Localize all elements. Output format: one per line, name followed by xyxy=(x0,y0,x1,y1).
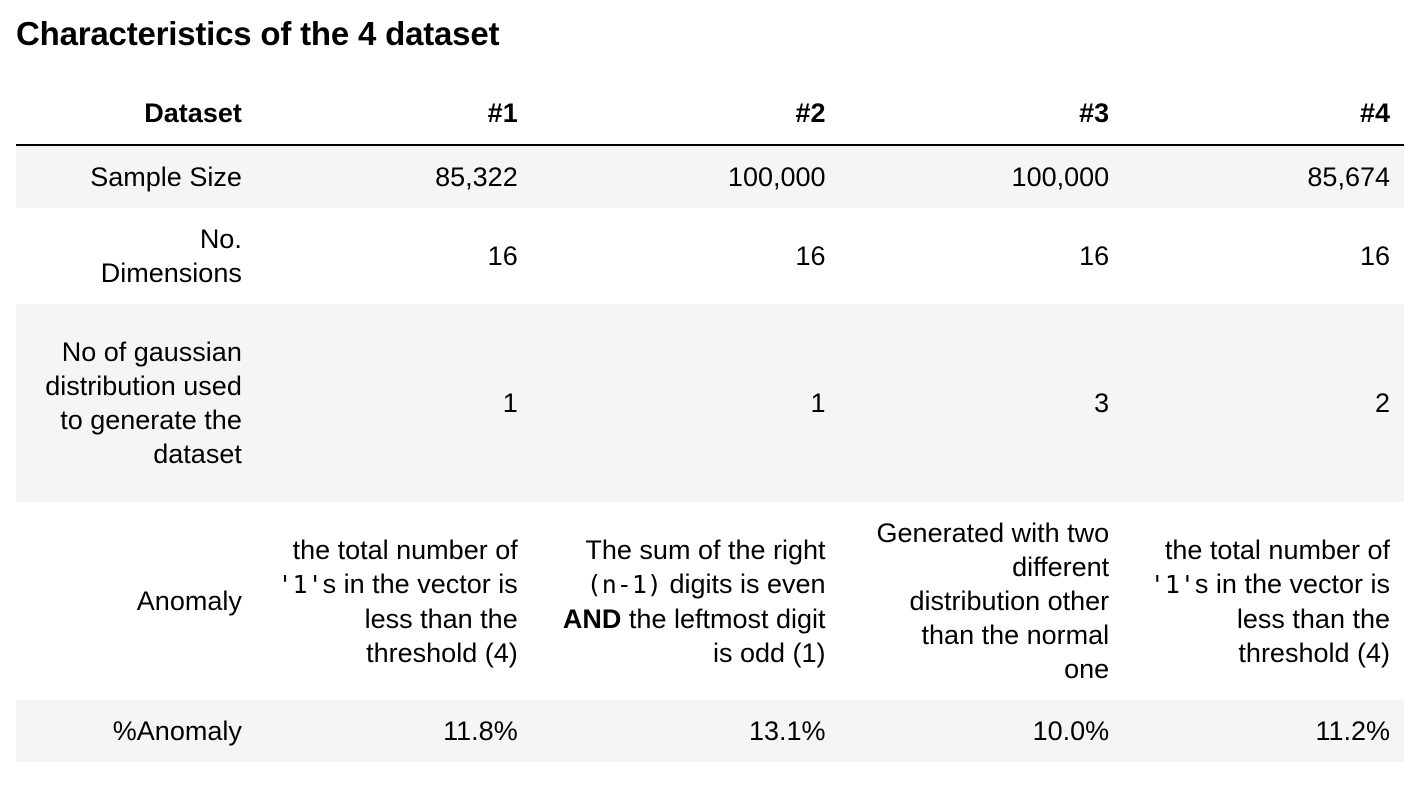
row-label: Sample Size xyxy=(90,162,242,192)
cell-value: 100,000 xyxy=(1011,162,1110,192)
cell-value: 2 xyxy=(1374,388,1390,418)
cell-value: 11.8% xyxy=(443,716,518,746)
header-dataset: Dataset xyxy=(16,82,256,146)
anomaly-description: The sum of the right (n-1) digits is eve… xyxy=(550,533,826,670)
row-label-text: No. Dimensions xyxy=(100,224,242,288)
header-dataset-1: #1 xyxy=(255,82,532,146)
table-row-anomaly-percent: %Anomaly 11.8% 13.1% 10.0% 11.2% xyxy=(16,700,1404,762)
text-fragment: digits is even xyxy=(661,568,826,599)
row-label: No. Dimensions xyxy=(16,208,256,304)
cell-value: 85,674 xyxy=(1307,162,1390,192)
page-title: Characteristics of the 4 dataset xyxy=(16,15,500,52)
text-fragment: s in the vector is less than the thresho… xyxy=(322,568,518,668)
cell-value: 16 xyxy=(1079,241,1110,271)
table-row-dimensions: No. Dimensions 16 16 16 16 xyxy=(16,208,1404,304)
cell-value: 13.1% xyxy=(748,716,826,746)
cell-anomaly-4: the total number of '1's in the vector i… xyxy=(1123,502,1404,700)
table-body: Sample Size 85,322 100,000 100,000 85,67… xyxy=(16,145,1404,762)
cell-value: 16 xyxy=(487,241,518,271)
text-fragment: the total number of xyxy=(292,534,518,565)
cell-value: 11.2% xyxy=(1315,716,1390,746)
code-fragment: (n-1) xyxy=(586,569,662,599)
text-fragment: the leftmost digit is odd (1) xyxy=(621,603,826,668)
anomaly-description: Generated with two different distributio… xyxy=(876,518,1110,684)
row-label: No of gaussian distribution used to gene… xyxy=(16,304,256,502)
header-row: Dataset #1 #2 #3 #4 xyxy=(16,82,1404,146)
table-header: Dataset #1 #2 #3 #4 xyxy=(16,82,1404,146)
row-label: %Anomaly xyxy=(112,716,242,746)
cell-value: 1 xyxy=(502,388,518,418)
cell-value: 16 xyxy=(1359,241,1390,271)
text-fragment: the total number of xyxy=(1164,534,1390,565)
cell-anomaly-3: Generated with two different distributio… xyxy=(840,502,1124,700)
bold-fragment: AND xyxy=(562,603,622,634)
text-fragment: s in the vector is less than the thresho… xyxy=(1194,568,1390,668)
row-label-text: No of gaussian distribution used to gene… xyxy=(45,337,242,469)
dataset-characteristics-table: Dataset #1 #2 #3 #4 Sample Size 85,322 1… xyxy=(16,82,1404,762)
cell-value: 3 xyxy=(1094,388,1110,418)
text-fragment: The sum of the right xyxy=(585,534,826,565)
code-fragment: '1' xyxy=(1149,569,1195,599)
anomaly-description: the total number of '1's in the vector i… xyxy=(1140,533,1390,670)
table-row-sample-size: Sample Size 85,322 100,000 100,000 85,67… xyxy=(16,145,1404,208)
table-row-anomaly: Anomaly the total number of '1's in the … xyxy=(16,502,1404,700)
cell-value: 100,000 xyxy=(727,162,826,192)
table-row-gaussian-count: No of gaussian distribution used to gene… xyxy=(16,304,1404,502)
row-label: Anomaly xyxy=(136,586,242,616)
cell-value: 10.0% xyxy=(1032,716,1110,746)
anomaly-description: the total number of '1's in the vector i… xyxy=(268,533,518,670)
header-dataset-3: #3 xyxy=(839,82,1124,146)
cell-value: 85,322 xyxy=(435,162,518,192)
code-fragment: '1' xyxy=(277,569,323,599)
cell-anomaly-1: the total number of '1's in the vector i… xyxy=(256,502,532,700)
header-dataset-4: #4 xyxy=(1123,82,1404,146)
cell-anomaly-2: The sum of the right (n-1) digits is eve… xyxy=(532,502,840,700)
cell-value: 1 xyxy=(810,388,826,418)
cell-value: 16 xyxy=(795,241,826,271)
header-dataset-2: #2 xyxy=(531,82,840,146)
